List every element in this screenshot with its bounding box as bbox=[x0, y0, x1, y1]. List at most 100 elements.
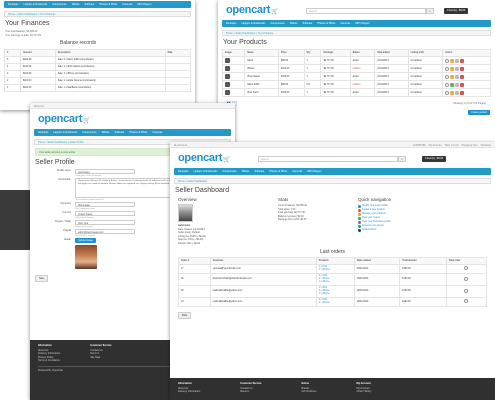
order-product[interactable]: 1 x iPod bbox=[318, 265, 328, 268]
delete-icon[interactable] bbox=[460, 90, 465, 95]
menu-item[interactable]: Cameras bbox=[340, 22, 351, 25]
view-order-icon[interactable] bbox=[464, 276, 469, 281]
delete-icon[interactable] bbox=[460, 66, 465, 71]
top-link[interactable]: Wish List (0) bbox=[444, 143, 459, 147]
delete-icon[interactable] bbox=[460, 58, 465, 63]
menu-item[interactable]: Components bbox=[222, 170, 237, 173]
order-product[interactable]: 1 x iPhone bbox=[318, 301, 330, 304]
menu-item[interactable]: Desktops bbox=[8, 3, 19, 6]
product-thumbnail[interactable] bbox=[225, 66, 230, 71]
menu-item[interactable]: Desktops bbox=[226, 22, 237, 25]
edit-icon[interactable] bbox=[450, 90, 455, 95]
column-header[interactable]: Total amount bbox=[399, 256, 447, 265]
upload-button[interactable]: Upload image bbox=[75, 238, 96, 243]
top-link[interactable]: 123456789 bbox=[413, 143, 426, 147]
view-order-icon[interactable] bbox=[464, 266, 469, 271]
quicknav-link[interactable]: Manage your products bbox=[358, 212, 428, 216]
create-product-button[interactable]: Create product bbox=[468, 110, 490, 115]
menu-item[interactable]: Software bbox=[302, 22, 313, 25]
view-icon[interactable] bbox=[445, 82, 450, 87]
text-field[interactable]: webmaster bbox=[75, 169, 135, 174]
quicknav-link[interactable]: Request new payout bbox=[358, 224, 428, 228]
view-icon[interactable] bbox=[445, 66, 450, 71]
order-product[interactable]: 1 x iPhone bbox=[318, 292, 330, 295]
order-product[interactable]: 1 x iPod bbox=[318, 286, 328, 289]
column-header[interactable]: Date added bbox=[374, 49, 409, 57]
column-header[interactable]: Earnings bbox=[320, 49, 351, 57]
footer-link[interactable]: Returns bbox=[240, 390, 249, 393]
menu-item[interactable]: Desktops bbox=[38, 131, 49, 134]
save-button[interactable]: Save bbox=[35, 274, 49, 282]
column-header[interactable]: Listing until bbox=[407, 49, 444, 57]
product-thumbnail[interactable] bbox=[225, 74, 230, 79]
column-header[interactable]: Name bbox=[244, 49, 280, 57]
top-link[interactable]: Shopping Cart bbox=[461, 143, 478, 147]
menu-item[interactable]: Components bbox=[52, 3, 67, 6]
back-button[interactable]: Back bbox=[178, 311, 192, 319]
column-header[interactable]: Products bbox=[315, 256, 355, 265]
order-product[interactable]: 1 x iPod bbox=[318, 298, 328, 301]
text-field[interactable]: Webmaster bbox=[75, 202, 135, 207]
menu-item[interactable]: Cameras bbox=[122, 3, 133, 6]
footer-link[interactable]: Brands bbox=[301, 386, 310, 390]
menu-item[interactable]: Phones & PDAs bbox=[269, 170, 288, 173]
search-input[interactable]: Search bbox=[258, 156, 398, 162]
edit-icon[interactable] bbox=[450, 58, 455, 63]
menu-item[interactable]: Software bbox=[114, 131, 125, 134]
opencart-logo[interactable]: opencart🛒 bbox=[178, 152, 231, 164]
footer-link[interactable]: Order History bbox=[356, 390, 372, 393]
column-header[interactable]: View order bbox=[445, 256, 488, 265]
select-field[interactable]: New York bbox=[75, 220, 135, 225]
column-header[interactable]: Order # bbox=[178, 256, 211, 265]
top-link[interactable]: Checkout bbox=[480, 143, 491, 147]
column-header[interactable]: Status bbox=[349, 49, 376, 57]
product-thumbnail[interactable] bbox=[225, 90, 230, 95]
order-product[interactable]: 1 x iPod bbox=[318, 274, 328, 277]
product-thumbnail[interactable] bbox=[225, 58, 230, 63]
menu-item[interactable]: Phones & PDAs bbox=[129, 131, 148, 134]
footer-link[interactable]: Delivery Information bbox=[38, 352, 61, 355]
column-header[interactable]: Date bbox=[164, 49, 192, 57]
menu-item[interactable]: Tablets bbox=[71, 3, 80, 6]
edit-icon[interactable] bbox=[450, 74, 455, 79]
copy-icon[interactable] bbox=[455, 58, 460, 63]
quicknav-link[interactable]: Subscriptions bbox=[358, 228, 428, 232]
select-field[interactable]: United States bbox=[75, 211, 135, 216]
breadcrumb[interactable]: Home » Seller Dashboard » Your Products bbox=[222, 30, 491, 36]
search-button[interactable]: ⌕ bbox=[426, 8, 434, 14]
quicknav-link[interactable]: View your orders bbox=[358, 216, 428, 220]
cart-button[interactable]: 0 item(s) - $0.00 bbox=[444, 8, 469, 14]
column-header[interactable]: Image bbox=[221, 49, 246, 57]
column-header[interactable]: Amount bbox=[19, 49, 56, 57]
menu-item[interactable]: Tablets bbox=[241, 170, 250, 173]
menu-item[interactable]: Laptops & Notebooks bbox=[53, 131, 78, 134]
column-header[interactable]: Date created bbox=[353, 256, 401, 265]
edit-icon[interactable] bbox=[450, 66, 455, 71]
view-order-icon[interactable] bbox=[464, 288, 469, 293]
view-icon[interactable] bbox=[445, 58, 450, 63]
footer-link[interactable]: Gift Vouchers bbox=[301, 390, 317, 393]
order-product[interactable]: 1 x iPhone bbox=[318, 268, 330, 271]
menu-item[interactable]: Laptops & Notebooks bbox=[23, 3, 48, 6]
menu-item[interactable]: Tablets bbox=[101, 131, 110, 134]
quicknav-link[interactable]: Modify your seller profile bbox=[358, 204, 428, 208]
copy-icon[interactable] bbox=[455, 90, 460, 95]
quicknav-link[interactable]: View your financial records bbox=[358, 220, 428, 224]
menu-item[interactable]: Phones & PDAs bbox=[317, 22, 336, 25]
column-header[interactable]: # bbox=[4, 49, 21, 57]
footer-link[interactable]: Privacy Policy bbox=[38, 355, 54, 359]
footer-link[interactable]: My Account bbox=[356, 386, 370, 390]
breadcrumb[interactable]: Home » Seller Dashboard bbox=[174, 178, 491, 184]
edit-icon[interactable] bbox=[450, 82, 455, 87]
order-product[interactable]: 1 x iPhone bbox=[318, 280, 330, 283]
menu-item[interactable]: Desktops bbox=[178, 170, 189, 173]
menu-item[interactable]: Laptops & Notebooks bbox=[241, 22, 266, 25]
menu-item[interactable]: Software bbox=[254, 170, 265, 173]
breadcrumb[interactable]: Home » Seller Dashboard » Your Finances bbox=[4, 11, 191, 17]
column-header[interactable]: Price bbox=[278, 49, 305, 57]
menu-item[interactable]: Components bbox=[82, 131, 97, 134]
column-header[interactable]: Description bbox=[54, 49, 166, 57]
copy-icon[interactable] bbox=[455, 82, 460, 87]
menu-item[interactable]: Cameras bbox=[152, 131, 163, 134]
text-field[interactable]: admin@webmaster.com bbox=[75, 229, 135, 234]
